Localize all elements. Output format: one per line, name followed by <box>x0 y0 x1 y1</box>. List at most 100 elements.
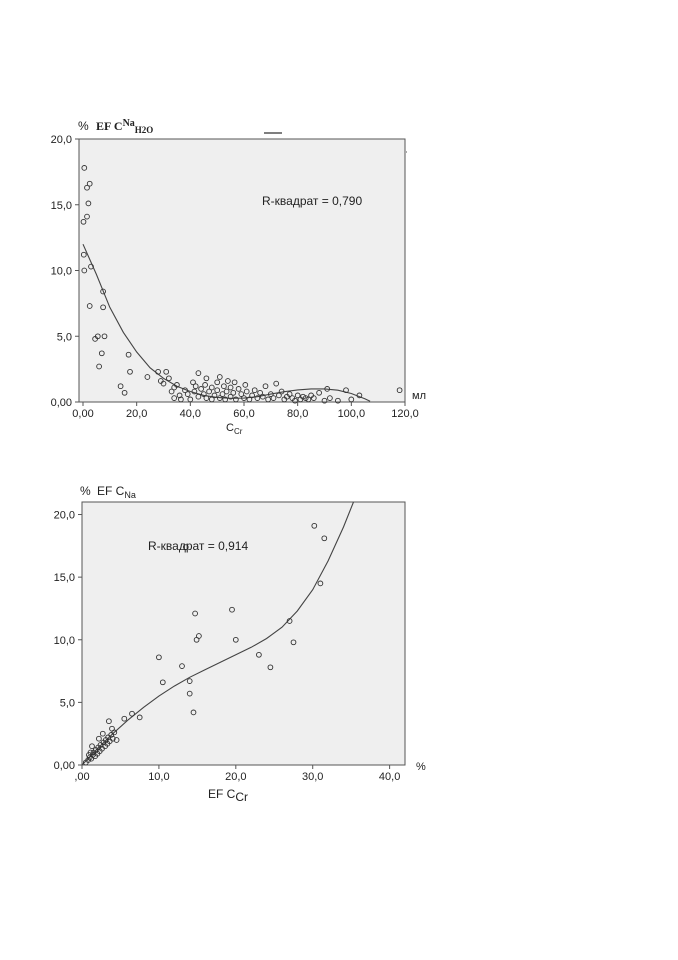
chart-1-data-point <box>265 396 271 403</box>
chart-1-data-point <box>238 391 245 397</box>
chart-1-data-point <box>249 392 255 399</box>
chart-1-data-point <box>174 382 180 388</box>
chart-1-x-unit: мл <box>412 390 426 402</box>
chart-1-data-point <box>324 386 331 392</box>
chart-2-y-axis: 0,00 5,0 10,0 15,0 20,0 <box>54 510 82 772</box>
chart-1-data-point <box>278 388 285 395</box>
chart-2-xlabel-main: EF C <box>208 787 236 801</box>
chart-2-y-tick-label: 0,00 <box>54 760 75 772</box>
chart-2-data-point <box>196 633 202 639</box>
chart-2-data-point <box>179 663 185 669</box>
chart-2-x-tick-label: 30,0 <box>302 771 323 783</box>
chart-1-y-tick-label: 15,0 <box>51 200 72 212</box>
chart-2-data-point <box>159 679 166 686</box>
chart-1-data-point <box>267 391 274 397</box>
chart-1-ylabel-prefix: % <box>78 119 89 133</box>
chart-1-data-point <box>230 389 237 396</box>
chart-1-data-point <box>125 351 132 358</box>
chart-1-data-point <box>94 333 101 340</box>
chart-1-data-point <box>192 383 199 390</box>
chart-1-data-point <box>203 395 210 401</box>
chart-2-data-point <box>109 725 115 732</box>
chart-1-data-point <box>321 397 328 404</box>
chart-1-xlabel-sub: Cr <box>234 427 243 436</box>
chart-2-annotation: R-квадрат = 0,914 <box>148 539 248 553</box>
chart-2-data-point <box>106 718 112 725</box>
chart-1-data-point <box>176 392 183 399</box>
chart-1-y-axis: 0,00 5,0 10,0 15,0 20,0 <box>51 134 79 409</box>
chart-1-ylabel: EF CNaH2O <box>96 118 153 135</box>
chart-2-data-point <box>192 610 198 617</box>
chart-2-data-point <box>229 606 235 613</box>
chart-1-data-point <box>286 391 293 397</box>
chart-1-points <box>80 165 403 404</box>
chart-1-data-point <box>206 388 212 395</box>
chart-2-data-point <box>121 715 128 722</box>
chart-1-data-point <box>211 392 218 399</box>
chart-1-x-tick-label: 120,0 <box>391 408 419 420</box>
chart-1-data-point <box>166 375 172 382</box>
chart-1-data-point <box>117 383 124 390</box>
chart-1-data-point <box>270 395 277 401</box>
chart-1-data-point <box>246 396 253 403</box>
chart-1-y-tick-label: 10,0 <box>51 266 72 278</box>
chart-1-data-point <box>292 397 298 404</box>
chart-1-data-point <box>222 396 229 403</box>
chart-1-x-tick-label: 20,0 <box>126 408 147 420</box>
chart-2-data-point <box>311 522 318 529</box>
chart-2-data-point <box>286 618 293 624</box>
chart-1-data-point <box>163 368 170 375</box>
chart-1-data-point <box>195 393 202 400</box>
chart-2-plot-area <box>81 501 406 766</box>
chart-1-plot-area <box>78 138 406 403</box>
chart-1-data-point <box>257 389 263 396</box>
chart-1-data-point <box>316 389 322 396</box>
chart-2-data-point <box>86 752 92 758</box>
chart-1-data-point <box>241 395 247 401</box>
chart-1-data-point <box>233 396 239 403</box>
chart-2-data-point <box>186 690 193 697</box>
chart-1-data-point <box>225 378 231 384</box>
chart-2-data-point <box>190 709 197 716</box>
chart-1-data-point <box>214 379 221 386</box>
chart-2-x-tick-label: ,00 <box>74 771 89 783</box>
chart-2-data-point <box>136 714 143 721</box>
chart-1-data-point <box>305 396 312 403</box>
chart-1-x-tick-label: 60,0 <box>233 408 254 420</box>
chart-1-x-tick-label: 80,0 <box>287 408 308 420</box>
chart-1-y-tick-label: 5,0 <box>57 331 72 343</box>
chart-1-data-point <box>251 387 258 394</box>
chart-1-data-point <box>348 396 355 403</box>
chart-1-xlabel: CCr <box>226 422 243 436</box>
chart-1-data-point <box>121 389 128 396</box>
chart-2-data-point <box>89 743 95 750</box>
chart-1-data-point <box>221 383 227 390</box>
chart-1-data-point <box>81 267 88 274</box>
chart-1-data-point <box>219 391 226 397</box>
chart-1-data-point <box>214 387 221 394</box>
chart-2-x-tick-label: 10,0 <box>148 771 169 783</box>
chart-1-data-point <box>86 180 93 187</box>
chart-1-data-point <box>208 396 215 403</box>
chart-2-data-point <box>317 580 324 587</box>
chart-1-data-point <box>100 288 106 295</box>
chart-1-ylabel-sub: H2O <box>135 125 154 135</box>
chart-1-data-point <box>227 384 234 391</box>
chart-1-y-tick-label: 0,00 <box>51 397 72 409</box>
chart-1-data-point <box>243 388 250 395</box>
chart-1-data-point <box>294 392 301 399</box>
chart-1-data-point <box>327 395 333 401</box>
chart-1-data-point <box>160 380 167 387</box>
chart-1-x-tick-label: 0,00 <box>72 408 93 420</box>
chart-1-data-point <box>343 387 349 394</box>
chart-2-data-point <box>321 535 328 542</box>
chart-1-data-point <box>84 184 90 191</box>
chart-1-data-point <box>168 388 175 395</box>
chart-1-data-point <box>100 304 106 311</box>
chart-1-data-point <box>356 392 363 399</box>
chart-1-data-point <box>171 395 178 401</box>
chart-2-data-point <box>113 737 120 743</box>
chart-1-y-tick-label: 20,0 <box>51 134 72 146</box>
chart-1-data-point <box>85 200 92 207</box>
chart-2-points <box>82 522 328 766</box>
